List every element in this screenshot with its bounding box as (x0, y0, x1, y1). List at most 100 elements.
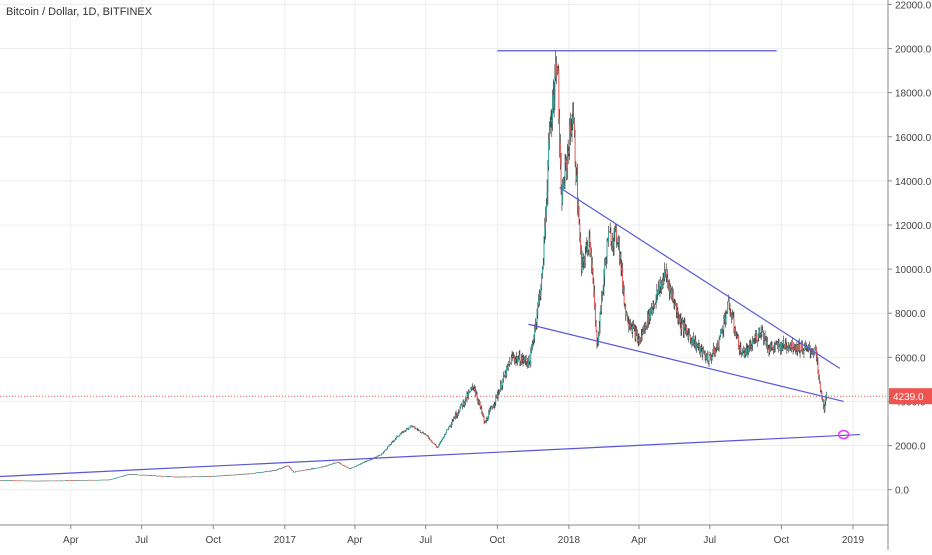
candle-body (347, 467, 348, 468)
candle-body (587, 246, 588, 250)
candle-body (238, 474, 239, 475)
candle-body (147, 475, 148, 476)
candle-body (438, 446, 439, 447)
candle-body (208, 476, 209, 477)
candle-body (669, 285, 670, 293)
candle-body (193, 476, 194, 477)
candle-body (789, 345, 790, 346)
candle-body (353, 467, 354, 468)
candle-body (411, 425, 412, 426)
candle-body (756, 336, 757, 342)
candle-body (128, 474, 129, 475)
candle-body (712, 356, 713, 359)
candle-body (117, 477, 118, 478)
candle-body (417, 429, 418, 430)
candle-body (478, 402, 479, 403)
candle-body (366, 461, 367, 462)
candle-body (789, 346, 790, 347)
candle-body (820, 381, 821, 391)
candle-body (666, 271, 667, 277)
candle-body (53, 481, 54, 482)
candle-body (413, 426, 414, 427)
candle-body (609, 232, 610, 233)
candle-body (313, 468, 314, 469)
candle-body (784, 345, 785, 347)
candle-body (197, 477, 198, 478)
candle-body (755, 336, 756, 338)
candle-body (477, 399, 478, 402)
candle-body (73, 480, 74, 481)
candle-body (241, 474, 242, 475)
candle-body (416, 429, 417, 430)
candle-body (245, 474, 246, 475)
candle-body (482, 413, 483, 415)
candle-body (239, 474, 240, 475)
candle-body (734, 328, 735, 332)
candle-body (459, 411, 460, 412)
candle-body (668, 282, 669, 284)
candle-body (699, 344, 700, 352)
candle-body (519, 355, 520, 359)
candle-body (175, 477, 176, 478)
candle-body (63, 481, 64, 482)
candle-body (409, 428, 410, 429)
candle-body (551, 120, 552, 127)
candle-body (567, 153, 568, 168)
candle-body (314, 468, 315, 469)
candle-body (344, 466, 345, 467)
candle-body (642, 331, 643, 335)
candle-body (398, 436, 399, 437)
candle-body (556, 63, 557, 74)
candle-body (714, 348, 715, 355)
candle-body (594, 292, 595, 307)
candle-body (649, 310, 650, 319)
candle-body (646, 327, 647, 328)
candle-body (210, 476, 211, 477)
candle-body (242, 474, 243, 475)
candle-body (599, 327, 600, 335)
candle-body (565, 163, 566, 184)
candle-body (55, 481, 56, 482)
candle-body (190, 477, 191, 478)
candle-body (824, 407, 825, 411)
candle-body (113, 479, 114, 480)
candle-body (581, 250, 582, 271)
y-tick-label: 16000.0 (895, 133, 932, 144)
candle-body (522, 357, 523, 359)
candle-body (35, 481, 36, 482)
candle-body (132, 474, 133, 475)
candle-body (526, 363, 527, 364)
candle-body (664, 271, 665, 278)
candle-body (204, 477, 205, 478)
candle-body (474, 387, 475, 388)
candle-body (224, 475, 225, 476)
candle-body (39, 481, 40, 482)
candle-body (730, 315, 731, 316)
candle-body (629, 325, 630, 326)
candle-body (172, 477, 173, 478)
candle-body (782, 340, 783, 347)
candle-body (31, 481, 32, 482)
candle-body (533, 341, 534, 343)
candle-body (632, 326, 633, 332)
candle-body (247, 474, 248, 475)
candle-body (718, 342, 719, 347)
candle-body (615, 228, 616, 229)
candle-body (774, 347, 775, 348)
candle-body (295, 471, 296, 472)
candle-body (140, 475, 141, 476)
y-tick-label: 18000.0 (895, 89, 932, 100)
x-tick-label: Oct (205, 535, 221, 546)
candle-body (605, 261, 606, 264)
candle-body (519, 355, 520, 364)
candle-body (651, 309, 652, 311)
candle-body (751, 346, 752, 348)
candle-body (492, 407, 493, 408)
y-tick-label: 6000.0 (895, 353, 926, 364)
candle-body (9, 480, 10, 481)
candle-body (770, 348, 771, 349)
candle-body (553, 95, 554, 109)
candle-body (207, 476, 208, 477)
candle-body (7, 480, 8, 481)
candle-body (118, 477, 119, 478)
